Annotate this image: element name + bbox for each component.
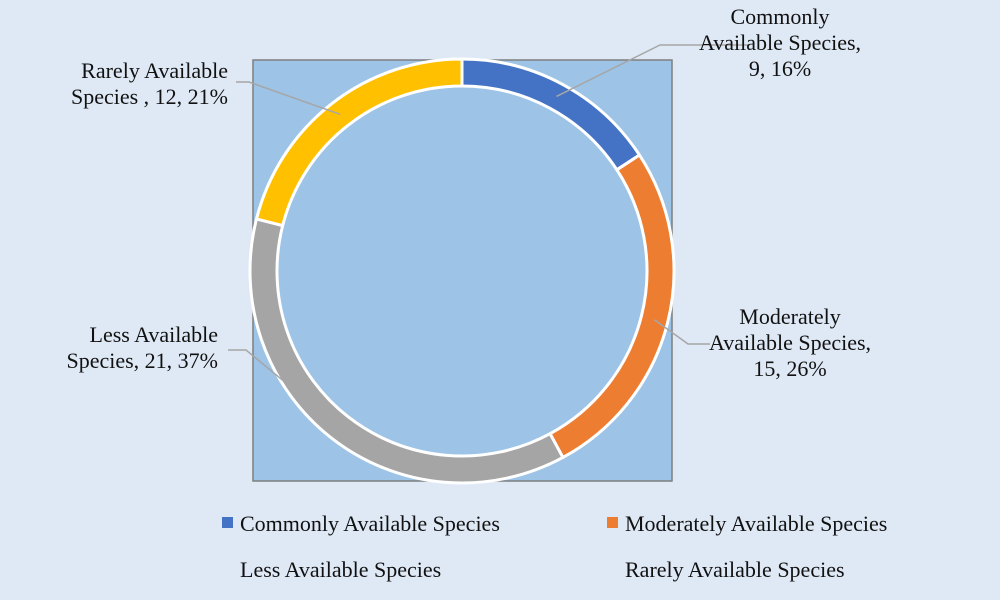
legend-item-moderately-available-species: Moderately Available Species <box>607 511 887 536</box>
legend-swatch-commonly-available-species <box>222 517 233 528</box>
legend-swatch-moderately-available-species <box>607 517 618 528</box>
legend-label-commonly-available-species: Commonly Available Species <box>240 511 500 536</box>
legend-item-less-available-species: Less Available Species <box>240 557 441 582</box>
data-label-rarely-available-species: Rarely Available Species , 12, 21% <box>71 58 228 109</box>
leader-line-rarely-available-species <box>236 81 341 116</box>
legend-label-less-available-species: Less Available Species <box>240 557 441 582</box>
data-label-less-available-species: Less Available Species, 21, 37% <box>66 322 218 373</box>
legend: Commonly Available Species Moderately Ava… <box>222 511 887 582</box>
leader-line-moderately-available-species <box>653 319 710 345</box>
data-labels: Commonly Available Species, 9, 16% Moderate… <box>66 4 871 381</box>
slice-rarely-available-species <box>254 57 464 228</box>
legend-label-moderately-available-species: Moderately Available Species <box>625 511 887 536</box>
data-label-commonly-available-species: Commonly Available Species, 9, 16% <box>699 4 861 81</box>
leader-line-commonly-available-species <box>556 44 750 98</box>
legend-item-rarely-available-species: Rarely Available Species <box>625 557 845 582</box>
data-label-moderately-available-species: Moderately Available Species, 15, 26% <box>709 304 871 381</box>
legend-label-rarely-available-species: Rarely Available Species <box>625 557 845 582</box>
leader-lines <box>228 44 750 429</box>
leader-line-less-available-species <box>228 349 341 429</box>
legend-item-commonly-available-species: Commonly Available Species <box>222 511 500 536</box>
